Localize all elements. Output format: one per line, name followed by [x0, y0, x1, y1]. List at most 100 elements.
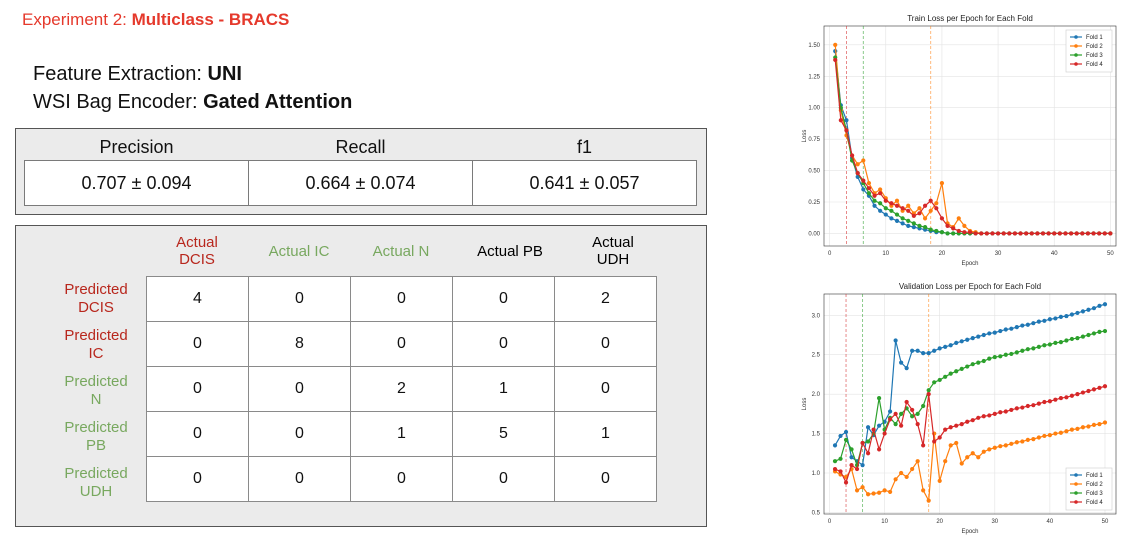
data-point [849, 463, 854, 468]
data-point [906, 218, 911, 223]
data-point [1069, 336, 1075, 342]
y-tick-label: 0.75 [808, 137, 820, 143]
data-point [1042, 343, 1047, 348]
train-loss-chart: Train Loss per Epoch for Each Fold 0 10 20 3… [802, 14, 1117, 267]
data-point [1020, 348, 1025, 353]
data-point [1042, 399, 1047, 405]
data-point [1074, 231, 1079, 236]
data-point [1069, 427, 1075, 432]
y-tick-label: 0.50 [808, 169, 820, 175]
data-point [1058, 340, 1064, 345]
feature-extraction-line: Feature Extraction: UNI [33, 63, 242, 86]
data-point [1064, 313, 1069, 319]
legend-marker [1074, 473, 1078, 477]
data-point [979, 231, 984, 236]
matrix-cell: 0 [452, 276, 555, 322]
data-point [917, 211, 922, 216]
data-point [984, 231, 989, 236]
data-point [954, 340, 959, 345]
table-row: 0 8 0 0 0 [146, 321, 657, 367]
data-point [893, 477, 898, 482]
data-point [832, 459, 838, 464]
data-point [970, 336, 975, 341]
data-point [1063, 231, 1068, 236]
data-point [865, 439, 871, 444]
bag-encoder-value: Gated Attention [203, 91, 353, 113]
data-point [1018, 231, 1023, 236]
data-point [1097, 231, 1102, 236]
data-point [965, 419, 970, 424]
data-point [876, 423, 882, 428]
y-tick-label: 3.0 [812, 313, 821, 319]
data-point [911, 225, 916, 230]
data-point [976, 334, 981, 339]
data-point [959, 366, 964, 372]
data-point [1003, 327, 1008, 332]
data-point [1020, 405, 1025, 410]
matrix-cell: 0 [554, 366, 657, 412]
chart-title: Validation Loss per Epoch for Each Fold [899, 282, 1041, 291]
legend-marker [1074, 500, 1078, 504]
experiment-prefix: Experiment 2: [22, 10, 132, 29]
data-point [1014, 325, 1019, 330]
precision-header: Precision [99, 137, 174, 157]
row-header-n: Predicted N [64, 373, 128, 408]
data-point [921, 403, 926, 409]
data-point [838, 469, 843, 474]
data-point [992, 445, 997, 450]
bag-encoder-line: WSI Bag Encoder: Gated Attention [33, 91, 352, 114]
data-point [871, 427, 876, 432]
data-point [992, 411, 997, 416]
data-point [987, 356, 992, 361]
data-point [945, 223, 950, 228]
matrix-cell: 1 [350, 411, 453, 457]
data-point [1080, 334, 1086, 339]
data-point [1058, 395, 1064, 401]
y-tick-label: 1.5 [812, 432, 821, 438]
legend-label: Fold 2 [1086, 482, 1103, 488]
data-point [889, 208, 894, 213]
plot-frame [823, 25, 1117, 247]
data-point [843, 437, 849, 442]
data-point [1042, 433, 1047, 439]
data-point [1035, 231, 1040, 236]
data-point [1102, 302, 1108, 307]
legend-label: Fold 1 [1086, 473, 1103, 479]
data-point [926, 392, 931, 397]
data-point [866, 186, 872, 191]
data-point [1102, 231, 1107, 236]
metrics-panel: Precision Recall f1 0.707 ± 0.094 0.664 … [15, 128, 707, 215]
data-point [976, 360, 981, 365]
data-point [1036, 401, 1041, 406]
chart-title: Train Loss per Epoch for Each Fold [907, 14, 1033, 23]
data-point [883, 212, 888, 217]
data-point [876, 395, 882, 401]
data-point [928, 227, 933, 232]
matrix-cell: 0 [146, 456, 249, 502]
confusion-matrix-panel: Actual DCIS Actual IC Actual N Actual PB … [15, 225, 707, 527]
data-point [973, 231, 978, 236]
data-point [894, 212, 900, 217]
data-point [1014, 440, 1019, 445]
matrix-cell: 0 [248, 456, 351, 502]
matrix-cell: 0 [146, 411, 249, 457]
data-point [959, 422, 964, 427]
data-point [998, 444, 1003, 449]
data-point [844, 118, 849, 123]
data-point [926, 498, 931, 503]
data-point [894, 218, 900, 223]
data-point [865, 451, 871, 456]
data-point [911, 221, 916, 226]
col-header-ic: Actual IC [248, 226, 350, 276]
matrix-cell: 0 [248, 411, 351, 457]
data-point [939, 230, 945, 235]
data-point [995, 231, 1001, 236]
data-point [934, 201, 939, 206]
confusion-matrix-grid: 4 0 0 0 2 0 8 0 0 0 0 0 2 1 0 0 0 1 5 1 [146, 276, 657, 502]
data-point [928, 198, 933, 203]
row-header-ic: Predicted IC [64, 327, 128, 362]
data-point [917, 206, 922, 211]
data-point [1003, 352, 1008, 357]
data-point [894, 198, 900, 203]
col-header-label: Actual PB [477, 242, 543, 260]
